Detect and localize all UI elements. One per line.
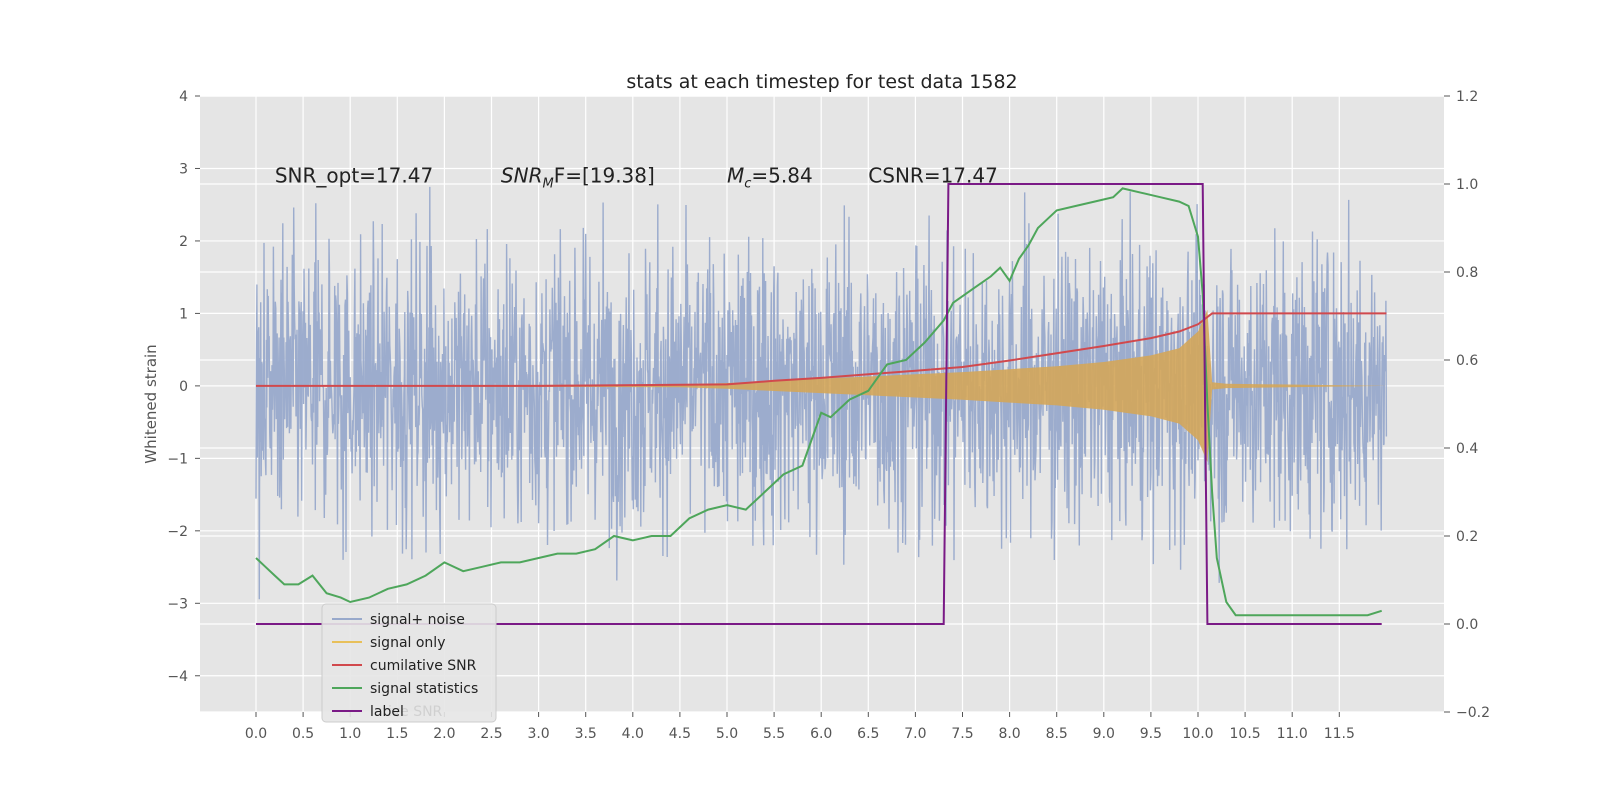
- y-axis-ticks: 4 3 2 1 0 −1 −2 −3 −4: [167, 89, 200, 685]
- y-tick-label: 3: [179, 161, 188, 177]
- signal-only-envelope: [256, 309, 1387, 462]
- x-tick-label: 2.0: [433, 726, 455, 742]
- legend-label: signal statistics: [370, 681, 478, 697]
- x-tick-label: 6.5: [857, 726, 879, 742]
- annotation-text: SNR_opt=17.47: [275, 164, 433, 188]
- y-tick-label: −3: [167, 596, 188, 612]
- y-tick-label: 1: [179, 306, 188, 322]
- x-tick-label: 11.5: [1324, 726, 1355, 742]
- x-tick-label: 3.5: [575, 726, 597, 742]
- x-axis-ticks: 0.0 0.5 1.0 1.5 2.0 2.5 3.0 3.5 4.0 4.5 5.0 5.5 6.0 6…: [245, 712, 1355, 742]
- x-tick-label: 11.0: [1277, 726, 1308, 742]
- legend-label: cumilative SNR: [370, 658, 477, 674]
- y-tick-label: 4: [179, 89, 188, 105]
- annotation-symbol: M: [727, 164, 744, 188]
- y-tick-label: −1: [167, 451, 188, 467]
- x-tick-label: 7.5: [951, 726, 973, 742]
- legend-box: [321, 603, 497, 723]
- x-tick-label: 2.5: [480, 726, 502, 742]
- x-tick-label: 1.0: [339, 726, 361, 742]
- legend-label: signal+ noise: [370, 612, 465, 628]
- annotation-value: =5.84: [751, 164, 812, 188]
- annotation-subscript: M: [542, 177, 553, 192]
- y2-tick-label: 1.0: [1456, 177, 1478, 193]
- y2-tick-label: −0.2: [1456, 705, 1490, 721]
- annotation-text: SNRMF=[19.38]: [501, 164, 655, 192]
- x-tick-label: 9.5: [1140, 726, 1162, 742]
- y-tick-label: −4: [167, 669, 188, 685]
- x-tick-label: 6.0: [810, 726, 832, 742]
- y-tick-label: 0: [179, 379, 188, 395]
- x-tick-label: 4.0: [622, 726, 644, 742]
- annotation-symbol: SNR: [501, 164, 543, 188]
- x-tick-label: 8.0: [998, 726, 1020, 742]
- y2-tick-label: 0.0: [1456, 617, 1478, 633]
- x-tick-label: 4.5: [669, 726, 691, 742]
- signal-statistics-line: [255, 187, 1382, 617]
- y-axis-label: Whitened strain: [142, 344, 160, 463]
- x-tick-label: 10.5: [1230, 726, 1261, 742]
- x-tick-label: 5.0: [716, 726, 738, 742]
- x-tick-label: 3.0: [527, 726, 549, 742]
- y2-tick-label: 0.2: [1456, 529, 1478, 545]
- y2-tick-label: 0.6: [1456, 353, 1478, 369]
- signal-noise-line: [255, 186, 1388, 600]
- x-tick-label: 5.5: [763, 726, 785, 742]
- legend-overlap-text: lative SNR: [370, 704, 443, 720]
- chart-title: stats at each timestep for test data 158…: [626, 71, 1017, 93]
- x-tick-label: 0.0: [245, 726, 267, 742]
- x-tick-label: 0.5: [292, 726, 314, 742]
- signal-only-series: [256, 309, 1387, 462]
- signal-noise-series: [255, 186, 1388, 600]
- cumilative-snr-line: [256, 312, 1387, 387]
- x-tick-label: 1.5: [386, 726, 408, 742]
- annotations: SNR_opt=17.47 SNRMF=[19.38] Mc=5.84 CSNR=17…: [275, 164, 998, 192]
- x-tick-label: 10.0: [1182, 726, 1213, 742]
- y-tick-label: −2: [167, 524, 188, 540]
- line-series: [255, 183, 1387, 625]
- y-tick-label: 2: [179, 234, 188, 250]
- y2-axis-ticks: 1.2 1.0 0.8 0.6 0.4 0.2 0.0 −0.2: [1444, 89, 1490, 721]
- annotation-subscript: c: [744, 177, 751, 192]
- legend-label: label: [370, 704, 404, 720]
- y2-tick-label: 0.4: [1456, 441, 1478, 457]
- x-tick-label: 9.0: [1093, 726, 1115, 742]
- x-tick-label: 7.0: [904, 726, 926, 742]
- annotation-value: F=[19.38]: [554, 164, 655, 188]
- x-tick-label: 8.5: [1046, 726, 1068, 742]
- label-line: [256, 183, 1382, 625]
- legend: lative SNR signal+ noise signal only cumila…: [321, 603, 497, 723]
- y2-tick-label: 1.2: [1456, 89, 1478, 105]
- annotation-text: CSNR=17.47: [868, 164, 998, 188]
- annotation-text: Mc=5.84: [727, 164, 813, 192]
- legend-label: signal only: [370, 635, 445, 651]
- y2-tick-label: 0.8: [1456, 265, 1478, 281]
